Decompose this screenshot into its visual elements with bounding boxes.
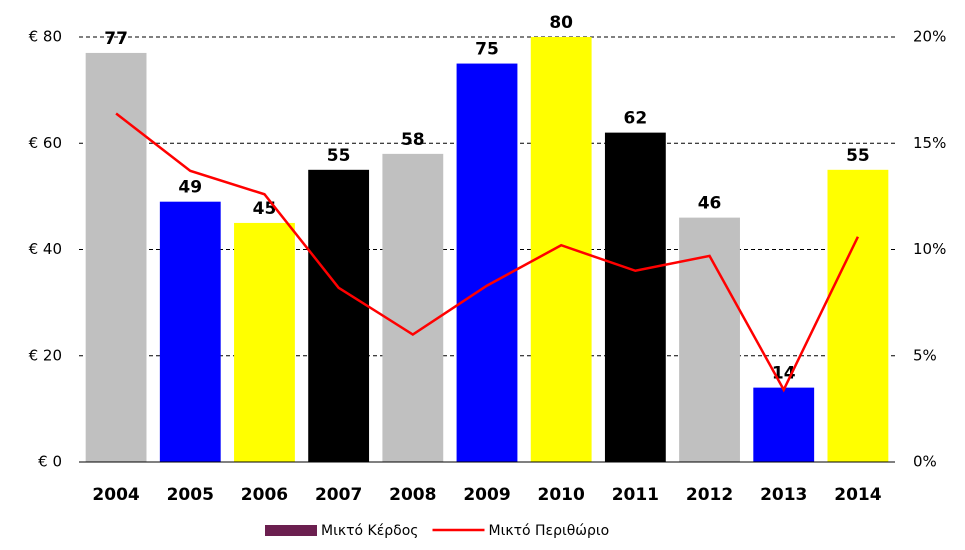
legend-swatch	[265, 525, 317, 536]
bar	[159, 201, 221, 462]
bar	[827, 169, 889, 462]
legend-label: Μικτό Κέρδος	[321, 523, 419, 539]
bar	[679, 217, 740, 462]
x-tick-label: 2014	[834, 485, 881, 505]
data-label: 58	[401, 130, 425, 150]
bar	[85, 52, 147, 462]
data-label: 62	[624, 109, 648, 129]
data-label: 49	[178, 178, 202, 198]
y2-tick-label: 0%	[913, 453, 937, 471]
bar	[753, 387, 815, 462]
y-tick-label: € 40	[29, 240, 62, 258]
bar	[308, 169, 370, 462]
data-label: 55	[327, 146, 351, 166]
x-tick-label: 2009	[463, 485, 510, 505]
y-tick-label: € 0	[38, 453, 62, 471]
bar	[234, 222, 295, 462]
x-tick-label: 2010	[538, 485, 585, 505]
bar	[530, 37, 592, 462]
data-label: 77	[104, 29, 128, 49]
data-label: 80	[549, 13, 573, 33]
data-label: 45	[253, 199, 277, 219]
x-tick-label: 2006	[241, 485, 288, 505]
data-label: 75	[475, 40, 499, 60]
x-tick-label: 2012	[686, 485, 733, 505]
x-tick-label: 2007	[315, 485, 362, 505]
x-tick-label: 2005	[167, 485, 214, 505]
bar	[456, 63, 518, 462]
line	[115, 112, 860, 393]
y2-tick-label: 10%	[913, 240, 946, 258]
y2-tick-label: 15%	[913, 134, 946, 152]
bar	[382, 153, 444, 462]
bar	[604, 132, 666, 462]
y-tick-label: € 20	[29, 346, 62, 364]
x-tick-label: 2004	[92, 485, 139, 505]
x-tick-label: 2008	[389, 485, 436, 505]
y2-tick-label: 20%	[913, 28, 946, 46]
y-tick-label: € 60	[29, 134, 62, 152]
y-tick-label: € 80	[29, 28, 62, 46]
data-label: 46	[698, 194, 722, 214]
y2-tick-label: 5%	[913, 346, 937, 364]
data-label: 55	[846, 146, 870, 166]
x-tick-label: 2011	[612, 485, 659, 505]
x-tick-label: 2013	[760, 485, 807, 505]
legend-label: Μικτό Περιθώριο	[489, 523, 610, 539]
